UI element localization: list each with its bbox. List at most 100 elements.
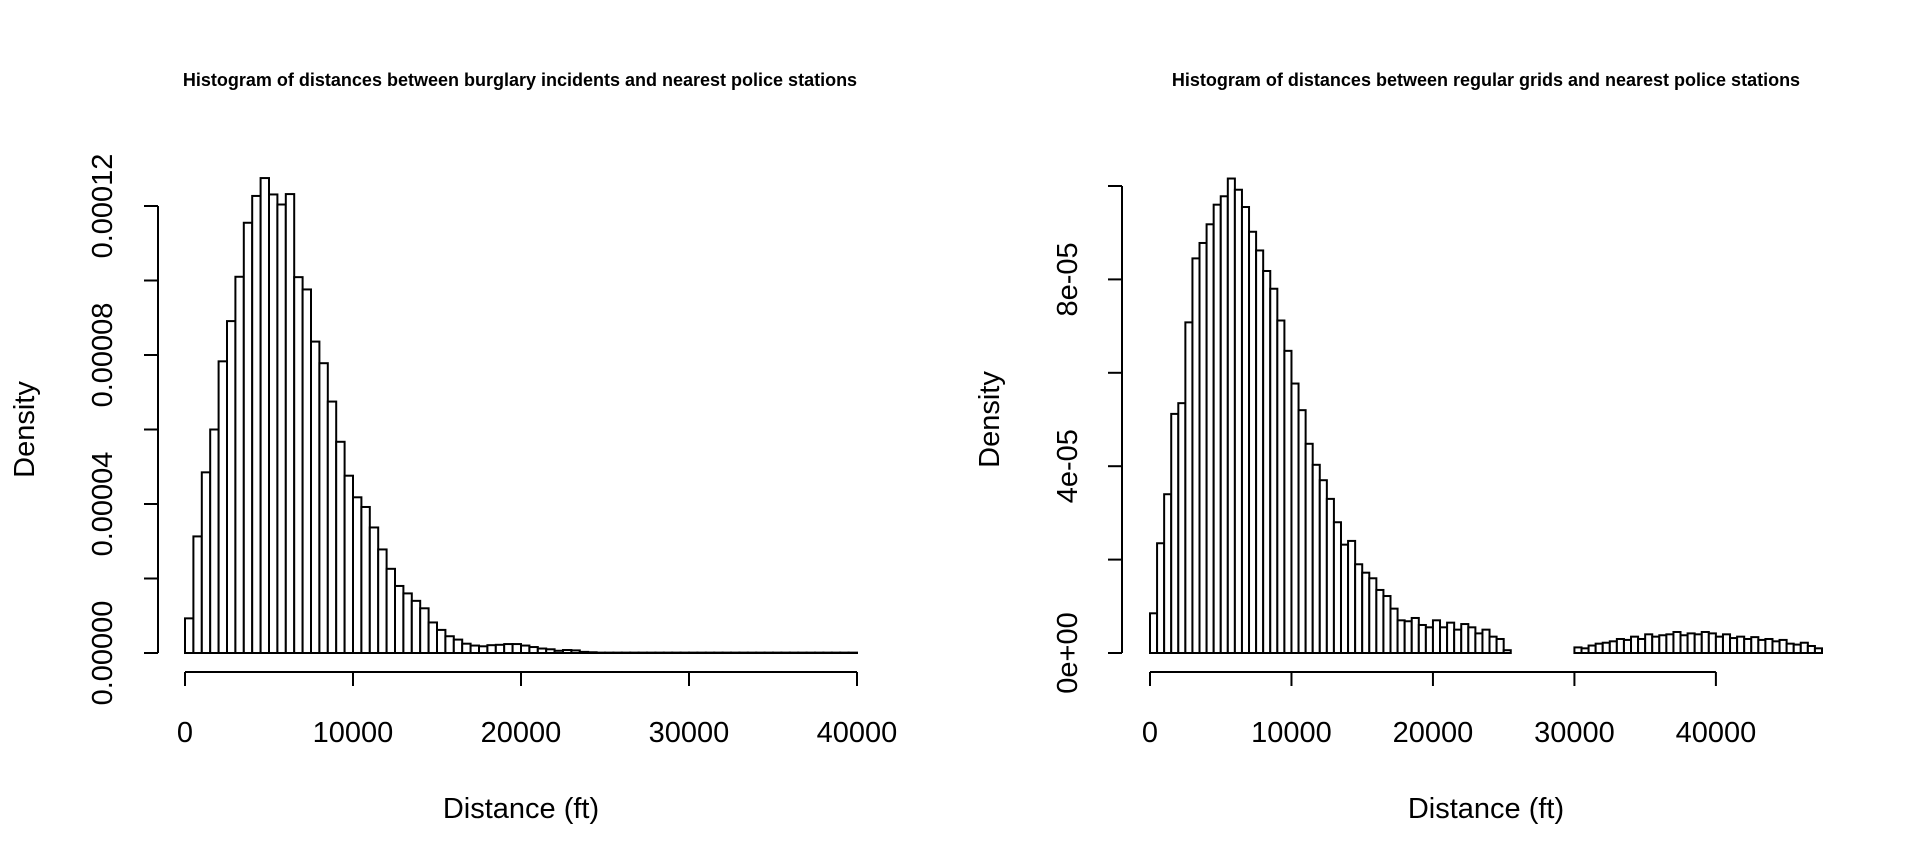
histogram-bar [217,360,229,654]
histogram-bar [1368,577,1378,655]
x-axis-label: Distance (ft) [443,793,599,825]
histogram-bar [1601,641,1611,655]
histogram-bar [1212,203,1222,654]
y-axis-label: Density [9,381,41,478]
histogram-bar [251,194,262,654]
histogram-bar [1177,402,1187,654]
histogram-bar [1325,497,1335,655]
histogram-bar [1771,640,1781,655]
histogram-bar [562,649,573,655]
histogram-bar [1354,563,1364,655]
histogram-bar [570,649,581,655]
histogram-bar [335,440,346,655]
histogram-bar [326,400,338,654]
histogram-bar [1502,649,1512,654]
histogram-bar [461,642,472,654]
histogram-bar [444,635,455,654]
histogram-bar [1205,223,1215,654]
histogram-bar [1757,638,1767,655]
histogram-bar [268,193,279,654]
x-tick-label: 0 [1142,717,1158,749]
histogram-panel-grids: Histogram of distances between regular g… [974,70,1823,825]
histogram-bar [1446,621,1456,655]
histogram-bar [1792,643,1802,654]
histogram-bar [368,526,380,655]
y-tick-label: 4e-05 [1052,429,1084,503]
histogram-bar [1467,626,1477,655]
histogram-bar [1318,479,1328,654]
histogram-bar [1410,616,1420,654]
y-tick-label: 8e-05 [1052,242,1084,316]
histogram-bar [242,221,254,654]
histogram-bar [427,621,439,655]
histogram-bar [293,276,304,654]
x-tick-label: 20000 [481,717,562,749]
histogram-bar [419,607,430,654]
histogram-bar [1283,349,1293,654]
histogram-bar [1813,647,1823,655]
histogram-bar [1339,543,1350,655]
histogram-bar [1156,542,1166,655]
histogram-bar [1417,623,1427,654]
histogram-bar [1580,647,1590,655]
histogram-bar [259,177,271,654]
histogram-bar [1347,539,1357,654]
histogram-bar [536,647,548,655]
histogram-bar [1424,626,1434,655]
histogram-bar [184,617,195,654]
y-tick-label: 0.00000 [87,601,119,706]
histogram-bar [1290,382,1300,654]
y-axis-label: Density [974,371,1006,468]
y-tick-label: 0e+00 [1052,612,1084,693]
histogram-bar [1707,632,1717,654]
histogram-panel-burglary: Histogram of distances between burglary … [9,70,897,825]
histogram-bar [1163,493,1173,654]
histogram-bar [1219,195,1229,655]
y-tick-label: 0.00004 [87,452,119,557]
x-tick-label: 0 [177,717,193,749]
histogram-bar [1743,637,1753,654]
histogram-bar [410,599,422,654]
histogram-bar [452,638,464,655]
chart-title: Histogram of distances between regular g… [1172,70,1800,90]
histogram-bar [1615,637,1625,654]
histogram-bar [1622,638,1633,655]
histogram-bar [1608,640,1618,655]
histogram-bar [528,646,539,654]
histogram-bar [1750,636,1760,655]
histogram-bar [1481,628,1491,655]
histogram-bar [1361,571,1371,655]
histogram-bar [520,644,531,654]
histogram-bar [436,628,447,655]
y-axis: 0e+00 4e-05 8e-05 [1052,185,1123,694]
histogram-bar [1375,588,1385,655]
histogram-bar [1198,241,1208,654]
histogram-bar [578,650,590,655]
histogram-bar [1240,206,1251,654]
histogram-bar [1382,595,1392,654]
histogram-bar [1311,463,1321,655]
histogram-bar [1573,646,1583,654]
histogram-bar [1488,635,1498,655]
histogram-bar [318,362,329,654]
histogram-bar [1714,635,1724,655]
histogram-bar [1658,634,1668,655]
histogram-bar [1672,630,1682,654]
histogram-bar [209,428,220,654]
histogram-bar [545,648,556,655]
histogram-bar [1184,321,1194,654]
histogram-bar [1248,230,1258,655]
histogram-bars [1149,177,1823,655]
histogram-bar [276,203,287,654]
histogram-bar [1439,626,1449,655]
histogram-bar [478,645,489,654]
histogram-bar [1191,257,1201,654]
histogram-bar [1269,287,1279,654]
histogram-bar [394,584,405,655]
histogram-bar [1460,623,1470,655]
histogram-bar [1396,619,1406,654]
histogram-bar [1637,637,1647,654]
histogram-bar [1644,633,1654,655]
histogram-bar [200,471,212,654]
histogram-bar [1679,634,1689,655]
